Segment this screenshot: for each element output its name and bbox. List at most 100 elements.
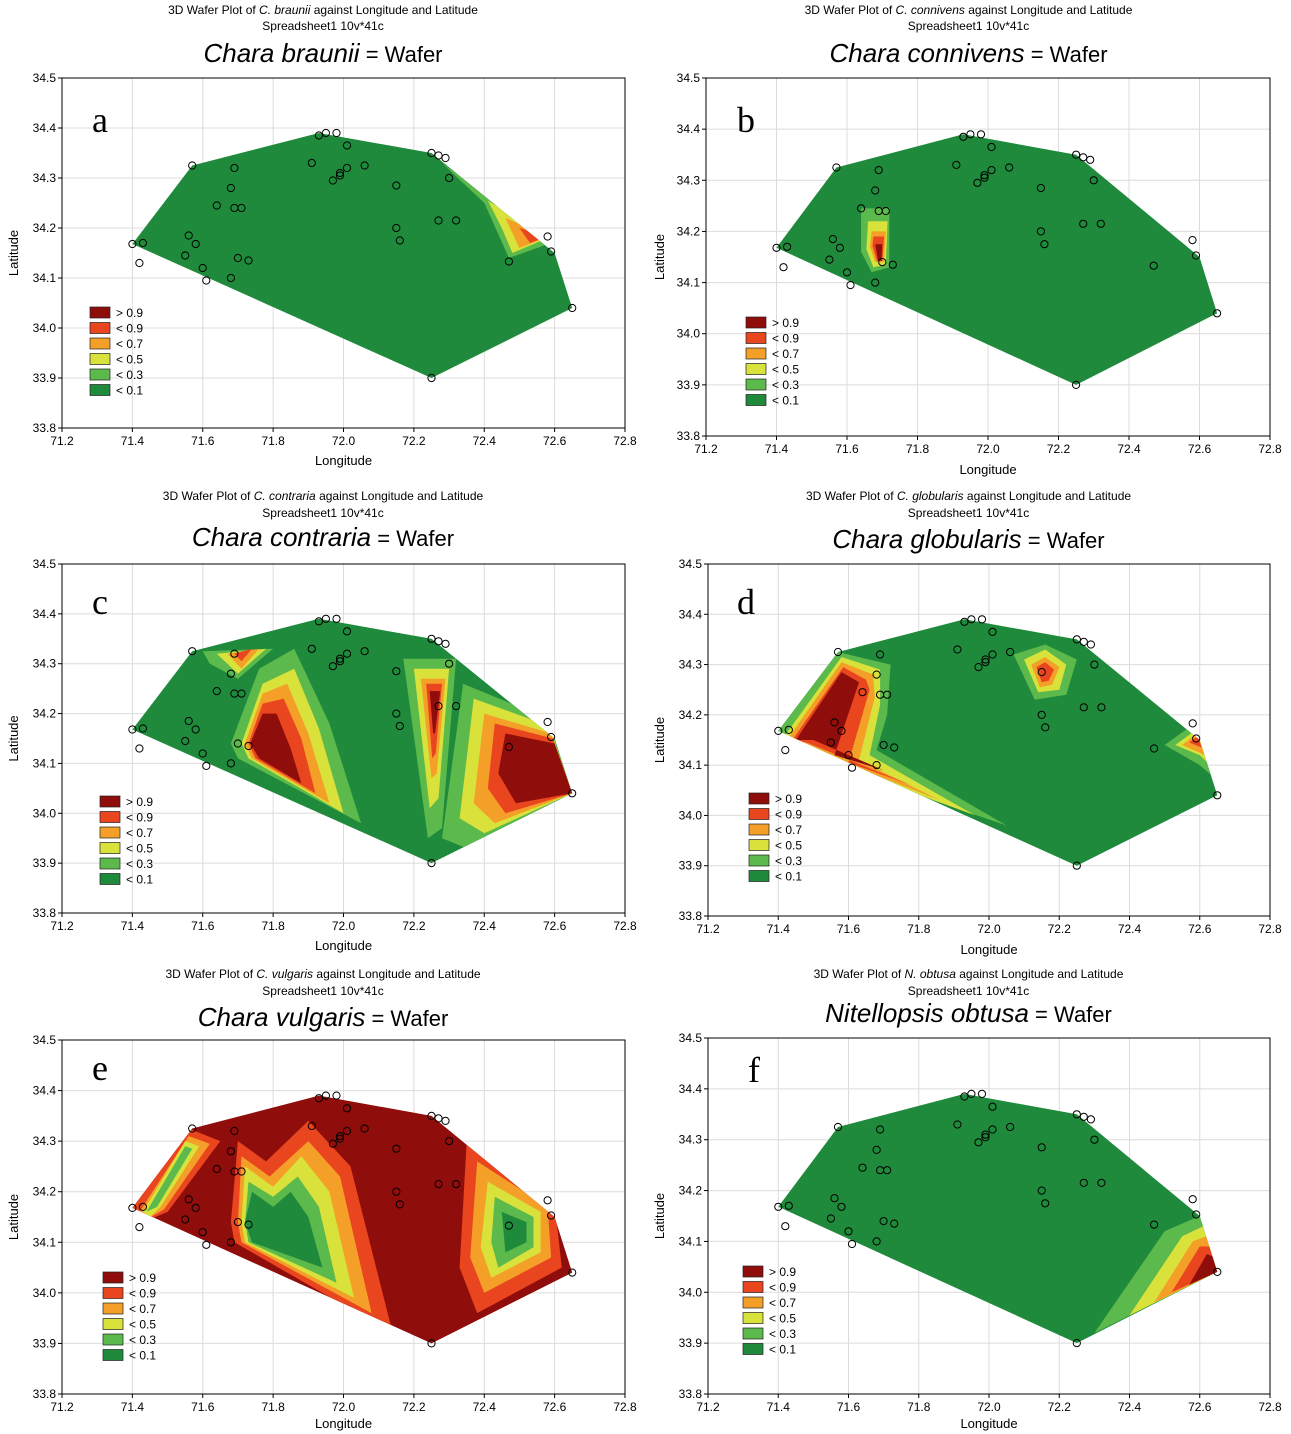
chart-heading-suffix: = Wafer bbox=[1022, 528, 1105, 553]
x-tick-label: 71.8 bbox=[907, 922, 931, 936]
site-point bbox=[825, 255, 834, 264]
site-point bbox=[976, 130, 986, 139]
contour-bands bbox=[861, 208, 890, 273]
site-point bbox=[314, 617, 323, 626]
site-point bbox=[392, 1187, 401, 1196]
plot-frame bbox=[61, 77, 626, 429]
contour-band bbox=[498, 733, 573, 804]
chart-heading: Chara connivens = Wafer bbox=[829, 38, 1107, 68]
x-tick-label: 71.8 bbox=[261, 919, 285, 933]
site-point bbox=[1086, 640, 1095, 649]
panel-letter: f bbox=[748, 1050, 760, 1090]
chart-subtitle: Spreadsheet1 10v*41c bbox=[262, 506, 383, 520]
site-point bbox=[135, 258, 144, 268]
site-point bbox=[321, 614, 330, 623]
legend-label: < 0.3 bbox=[126, 857, 153, 871]
site-point bbox=[230, 163, 239, 173]
site-point bbox=[335, 657, 345, 666]
chart-title: 3D Wafer Plot of N. obtusa against Longi… bbox=[814, 967, 1124, 981]
legend-swatch bbox=[745, 316, 767, 329]
x-tick-label: 72.8 bbox=[1258, 1400, 1282, 1414]
y-tick-label: 34.1 bbox=[679, 1234, 703, 1248]
x-tick-label: 71.4 bbox=[765, 442, 789, 456]
site-point bbox=[184, 1195, 193, 1204]
site-point bbox=[191, 1203, 200, 1212]
y-tick-label: 34.0 bbox=[677, 327, 701, 341]
chart-heading-species: Chara connivens bbox=[829, 38, 1024, 68]
legend-swatch bbox=[102, 1302, 124, 1315]
site-point bbox=[441, 153, 450, 163]
site-point bbox=[184, 716, 193, 726]
site-point bbox=[360, 161, 369, 170]
legend-swatch bbox=[89, 384, 111, 396]
y-tick-label: 34.1 bbox=[33, 1235, 57, 1249]
legend-swatch bbox=[89, 337, 111, 350]
site-point bbox=[987, 166, 996, 175]
chart-title-species: C. connivens bbox=[896, 3, 965, 17]
y-tick-label: 34.1 bbox=[679, 758, 703, 772]
site-point bbox=[872, 1237, 881, 1246]
y-tick-label: 34.5 bbox=[33, 1033, 57, 1047]
site-point bbox=[198, 263, 207, 273]
chart-title: 3D Wafer Plot of C. vulgaris against Lon… bbox=[165, 967, 480, 981]
site-point bbox=[1090, 1135, 1099, 1144]
site-point bbox=[1188, 1195, 1197, 1204]
x-tick-label: 71.4 bbox=[121, 919, 145, 933]
y-tick-label: 34.4 bbox=[33, 1084, 57, 1098]
legend-label: < 0.7 bbox=[775, 823, 802, 837]
site-point bbox=[981, 658, 990, 667]
site-point bbox=[198, 749, 207, 758]
site-point bbox=[434, 1180, 443, 1189]
site-point bbox=[445, 173, 454, 183]
x-tick-label: 72.4 bbox=[1118, 1400, 1142, 1414]
legend-swatch bbox=[748, 792, 770, 805]
site-point bbox=[1079, 1112, 1088, 1121]
legend-label: < 0.3 bbox=[775, 854, 802, 868]
chart-subtitle: Spreadsheet1 10v*41c bbox=[908, 19, 1029, 33]
site-point bbox=[844, 751, 853, 760]
x-tick-label: 72.8 bbox=[1258, 442, 1282, 456]
site-point bbox=[774, 726, 783, 735]
chart-panel-d: 3D Wafer Plot of C. globularis against L… bbox=[646, 484, 1291, 962]
contour-band bbox=[245, 1191, 323, 1268]
legend-label: < 0.7 bbox=[769, 1296, 796, 1310]
chart-svg: 3D Wafer Plot of C. contraria against Lo… bbox=[6, 489, 637, 953]
y-tick-label: 34.2 bbox=[33, 1185, 57, 1199]
site-point bbox=[872, 761, 881, 770]
y-tick-label: 34.0 bbox=[33, 321, 57, 335]
y-tick-label: 34.5 bbox=[677, 71, 701, 85]
site-point bbox=[967, 1089, 976, 1098]
site-point bbox=[1079, 1178, 1088, 1187]
chart-heading-species: Nitellopsis obtusa bbox=[825, 998, 1029, 1028]
legend-label: < 0.7 bbox=[772, 347, 799, 361]
site-point bbox=[988, 650, 997, 659]
chart-title-suffix: against Longitude and Latitude bbox=[956, 967, 1124, 981]
site-point bbox=[1037, 710, 1046, 719]
chart-panel-c: 3D Wafer Plot of C. contraria against Lo… bbox=[0, 484, 646, 962]
legend-label: < 0.1 bbox=[775, 870, 802, 884]
chart-title-species: C. globularis bbox=[897, 489, 964, 503]
legend-swatch bbox=[742, 1343, 764, 1355]
site-point bbox=[212, 687, 221, 696]
legend-swatch bbox=[745, 378, 767, 391]
legend-label: < 0.3 bbox=[769, 1327, 796, 1341]
y-tick-label: 34.3 bbox=[33, 657, 57, 671]
site-point bbox=[1213, 1267, 1222, 1276]
legend-swatch bbox=[748, 808, 770, 820]
site-point bbox=[427, 1111, 436, 1120]
site-point bbox=[1072, 1110, 1081, 1119]
x-tick-label: 72.6 bbox=[543, 434, 567, 448]
plot-frame bbox=[61, 1039, 626, 1395]
x-tick-label: 72.6 bbox=[1188, 1400, 1212, 1414]
chart-heading: Chara contraria = Wafer bbox=[192, 522, 454, 552]
site-point bbox=[779, 263, 788, 272]
x-tick-label: 72.4 bbox=[1117, 442, 1141, 456]
wafer-surface bbox=[776, 134, 1218, 385]
site-point bbox=[307, 158, 316, 168]
legend-label: < 0.7 bbox=[116, 337, 143, 351]
x-tick-label: 72.8 bbox=[613, 1400, 637, 1414]
site-point bbox=[953, 1120, 962, 1129]
site-point bbox=[202, 1240, 211, 1249]
site-point bbox=[202, 276, 211, 285]
site-point bbox=[833, 1122, 843, 1132]
